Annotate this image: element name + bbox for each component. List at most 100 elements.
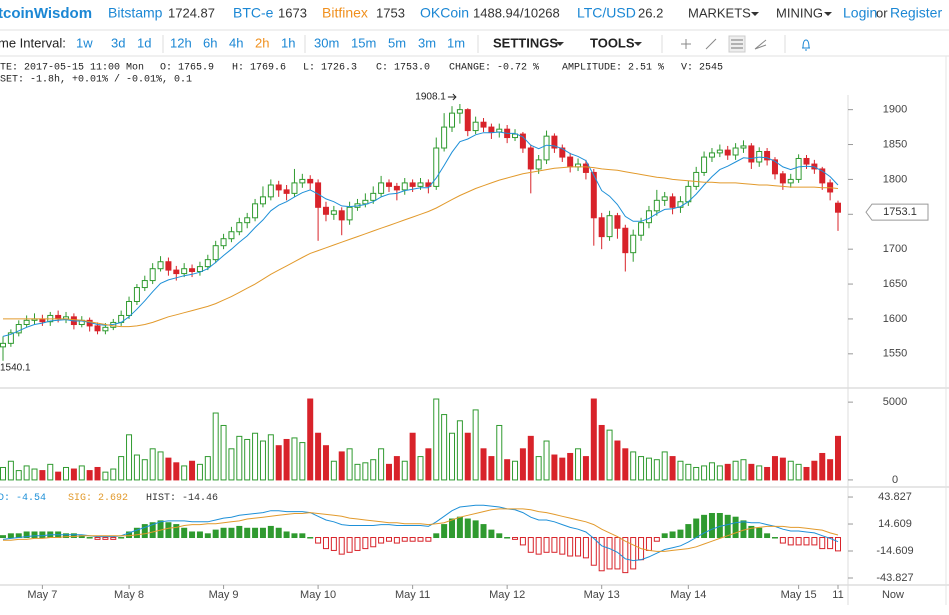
candle-body [291, 182, 298, 194]
candle-body [543, 135, 550, 161]
interval-button[interactable]: 4h [229, 35, 243, 50]
interval-button[interactable]: 30m [314, 35, 339, 50]
hline-tool[interactable] [728, 35, 746, 53]
legend-entry: HIST: -14.46 [146, 493, 218, 504]
volume-bar [55, 471, 62, 481]
volume-bar [732, 460, 739, 481]
volume-bar [409, 432, 416, 481]
histogram-bar [567, 537, 574, 557]
interval-button[interactable]: 3d [111, 35, 125, 50]
legend-value: -4.54 [16, 493, 46, 504]
candle-body [23, 319, 30, 326]
histogram-bar [669, 531, 676, 539]
histogram-bar [236, 525, 243, 539]
histogram-bar [315, 537, 322, 544]
tools-menu[interactable]: TOOLS [590, 35, 635, 50]
histogram-bar [299, 533, 306, 539]
ticker-name[interactable]: BTC-e [233, 5, 274, 21]
histogram-bar [496, 533, 503, 539]
histogram-bar [275, 527, 282, 539]
histogram-bar [527, 537, 534, 553]
interval-button[interactable]: 5m [388, 35, 406, 50]
ticker-price: 1753 [376, 5, 405, 20]
interval-button[interactable]: 1d [137, 35, 151, 50]
histogram-bar [685, 524, 692, 539]
candle-body [645, 210, 652, 224]
candle-body [819, 168, 826, 184]
x-tick-label: May 10 [300, 589, 336, 601]
candle-body [189, 268, 196, 272]
volume-bar [78, 465, 85, 481]
candle-body [653, 199, 660, 212]
brand[interactable]: tcoinWisdom [0, 5, 92, 22]
crosshair-tool[interactable] [681, 39, 691, 49]
candle-body [732, 147, 739, 156]
histogram-bar [126, 531, 133, 539]
volume-bar [606, 429, 613, 481]
ticker-name[interactable]: OKCoin [420, 5, 469, 21]
ticker-name[interactable]: Bitstamp [108, 5, 163, 21]
volume-bar [378, 448, 385, 481]
histogram-bar [362, 537, 369, 550]
login[interactable]: Login [843, 5, 877, 21]
interval-button[interactable]: 3m [418, 35, 436, 50]
register[interactable]: Register [890, 5, 942, 21]
histogram-bar [165, 522, 172, 539]
volume-bar [827, 459, 834, 481]
candle-body [370, 192, 377, 201]
volume-bar [346, 448, 353, 481]
volume-bar [141, 459, 148, 481]
candle-body [307, 178, 314, 184]
histogram-bar [827, 537, 834, 550]
candle-body [338, 210, 345, 221]
histogram-bar [283, 531, 290, 539]
candle-body [701, 156, 708, 173]
histogram-bar [409, 537, 416, 542]
candle-body [0, 342, 6, 348]
settings-menu[interactable]: SETTINGS [493, 35, 558, 50]
candle-body [716, 149, 723, 154]
candle-body [590, 171, 597, 219]
interval-button[interactable]: 1m [447, 35, 465, 50]
volume-bar [598, 424, 605, 481]
histogram-bar [732, 516, 739, 539]
candle-body [771, 159, 778, 175]
histogram-bar [307, 537, 314, 539]
line-tool[interactable] [705, 38, 717, 50]
histogram-bar [764, 533, 771, 539]
candle-body [362, 199, 369, 205]
volume-bar [653, 459, 660, 481]
ticker-name[interactable]: LTC/USD [577, 5, 636, 21]
interval-button[interactable]: 1w [76, 35, 93, 50]
histogram-bar [551, 537, 558, 553]
menu[interactable]: MARKETS [688, 5, 751, 20]
volume-bar [338, 451, 345, 481]
legend-value: -14.46 [182, 493, 218, 504]
interval-button[interactable]: 15m [351, 35, 376, 50]
volume-bar [701, 465, 708, 481]
fan-tool[interactable] [754, 39, 767, 50]
histogram-bar [748, 525, 755, 539]
menu[interactable]: MINING [776, 5, 823, 20]
interval-button[interactable]: 6h [203, 35, 217, 50]
candle-body [346, 206, 353, 221]
candle-body [661, 196, 668, 201]
volume-bar [559, 457, 566, 481]
interval-button[interactable]: 12h [170, 35, 192, 50]
histogram-bar [543, 537, 550, 553]
interval-button[interactable]: 1h [281, 35, 295, 50]
alert-tool[interactable] [802, 39, 810, 51]
candle-body [835, 202, 841, 213]
candle-body [512, 133, 519, 139]
candle-body [740, 145, 747, 149]
candle-body [535, 159, 542, 170]
candle-body [141, 280, 148, 289]
ticker-name[interactable]: Bitfinex [322, 5, 368, 21]
candle-body [220, 238, 227, 247]
legend-label: HIST: [146, 493, 176, 504]
volume-bar [70, 468, 77, 481]
volume-bar [685, 463, 692, 481]
candle-body [598, 217, 605, 238]
interval-button[interactable]: 2h [255, 35, 269, 50]
volume-bar [244, 438, 251, 481]
